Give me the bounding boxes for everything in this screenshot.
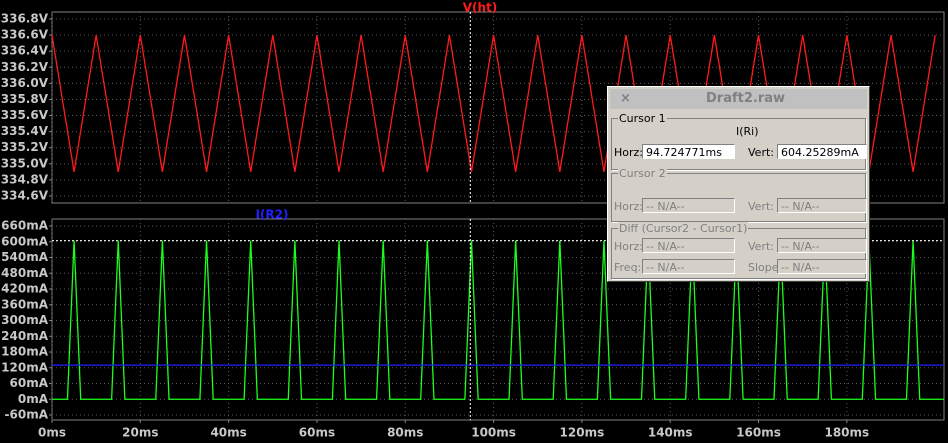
y-tick-label: 60mA	[10, 376, 49, 390]
x-tick-label: 100ms	[471, 426, 516, 440]
x-tick-label: 40ms	[210, 426, 246, 440]
group-legend: Cursor 2	[618, 167, 667, 180]
trace-name: I(Ri)	[736, 125, 759, 138]
x-tick-label: 140ms	[648, 426, 693, 440]
group-legend: Diff (Cursor2 - Cursor1)	[618, 222, 749, 235]
slope-field: -- N/A--	[777, 259, 867, 274]
freq-field: -- N/A--	[642, 259, 735, 274]
freq-label: Freq:	[614, 261, 642, 274]
slope-label: Slope:	[748, 261, 783, 274]
horz-field: -- N/A--	[642, 198, 735, 213]
y-tick-label: 335.2V	[1, 140, 49, 154]
y-tick-label: 336.6V	[1, 28, 49, 42]
x-tick-label: 180ms	[824, 426, 869, 440]
y-tick-label: 420mA	[1, 282, 49, 296]
plot-frame	[51, 11, 945, 204]
vert-field: -- N/A--	[777, 238, 867, 253]
vert-label: Vert:	[748, 240, 774, 253]
vert-field[interactable]: 604.25289mA	[777, 144, 867, 159]
vert-label: Vert:	[748, 146, 774, 159]
trace-name: V(ht)	[463, 1, 498, 15]
cursor1-group: Cursor 1 I(Ri) Horz: 94.724771ms Vert: 6…	[611, 112, 867, 170]
y-tick-label: 360mA	[1, 297, 49, 311]
title-bar: × Draft2.raw	[610, 89, 867, 109]
horz-label: Horz:	[614, 200, 644, 213]
y-tick-label: 336.2V	[1, 60, 49, 74]
group-legend: Cursor 1	[618, 112, 667, 125]
y-tick-label: 300mA	[1, 313, 49, 327]
y-tick-label: 335.6V	[1, 108, 49, 122]
y-tick-label: 600mA	[1, 234, 49, 248]
vert-label: Vert:	[748, 200, 774, 213]
horz-field: -- N/A--	[642, 238, 735, 253]
vert-field: -- N/A--	[777, 198, 867, 213]
trace-name: I(R2)	[255, 208, 288, 222]
x-tick-label: 20ms	[122, 426, 158, 440]
x-tick-label: 80ms	[387, 426, 423, 440]
trace	[52, 240, 944, 400]
horz-label: Horz:	[614, 240, 644, 253]
y-tick-label: 336.8V	[1, 12, 49, 26]
y-tick-label: 335.8V	[1, 92, 49, 106]
y-tick-label: 335.0V	[1, 156, 49, 170]
y-tick-label: 334.8V	[1, 172, 49, 186]
horz-field[interactable]: 94.724771ms	[642, 144, 735, 159]
y-tick-label: 0mA	[18, 392, 49, 406]
dialog-title: Draft2.raw	[706, 91, 786, 106]
close-button[interactable]: ×	[620, 91, 631, 106]
diff-group: Diff (Cursor2 - Cursor1) Horz: -- N/A-- …	[611, 222, 867, 279]
cursor-dialog: × Draft2.raw Cursor 1 I(Ri) Horz: 94.724…	[607, 86, 870, 282]
y-tick-label: 335.4V	[1, 124, 49, 138]
y-tick-label: -60mA	[5, 408, 49, 422]
y-tick-label: 540mA	[1, 250, 49, 264]
y-tick-label: 120mA	[1, 360, 49, 374]
x-tick-label: 60ms	[299, 426, 335, 440]
y-tick-label: 240mA	[1, 329, 49, 343]
cursor2-group: Cursor 2 Horz: -- N/A-- Vert: -- N/A--	[611, 167, 867, 222]
y-tick-label: 660mA	[1, 219, 49, 233]
y-tick-label: 336.4V	[1, 44, 49, 58]
y-tick-label: 336.0V	[1, 76, 49, 90]
x-tick-label: 0ms	[38, 426, 66, 440]
y-tick-label: 334.6V	[1, 189, 49, 203]
horz-label: Horz:	[614, 146, 644, 159]
y-tick-label: 480mA	[1, 266, 49, 280]
x-tick-label: 160ms	[736, 426, 781, 440]
y-tick-label: 180mA	[1, 345, 49, 359]
x-tick-label: 120ms	[560, 426, 605, 440]
